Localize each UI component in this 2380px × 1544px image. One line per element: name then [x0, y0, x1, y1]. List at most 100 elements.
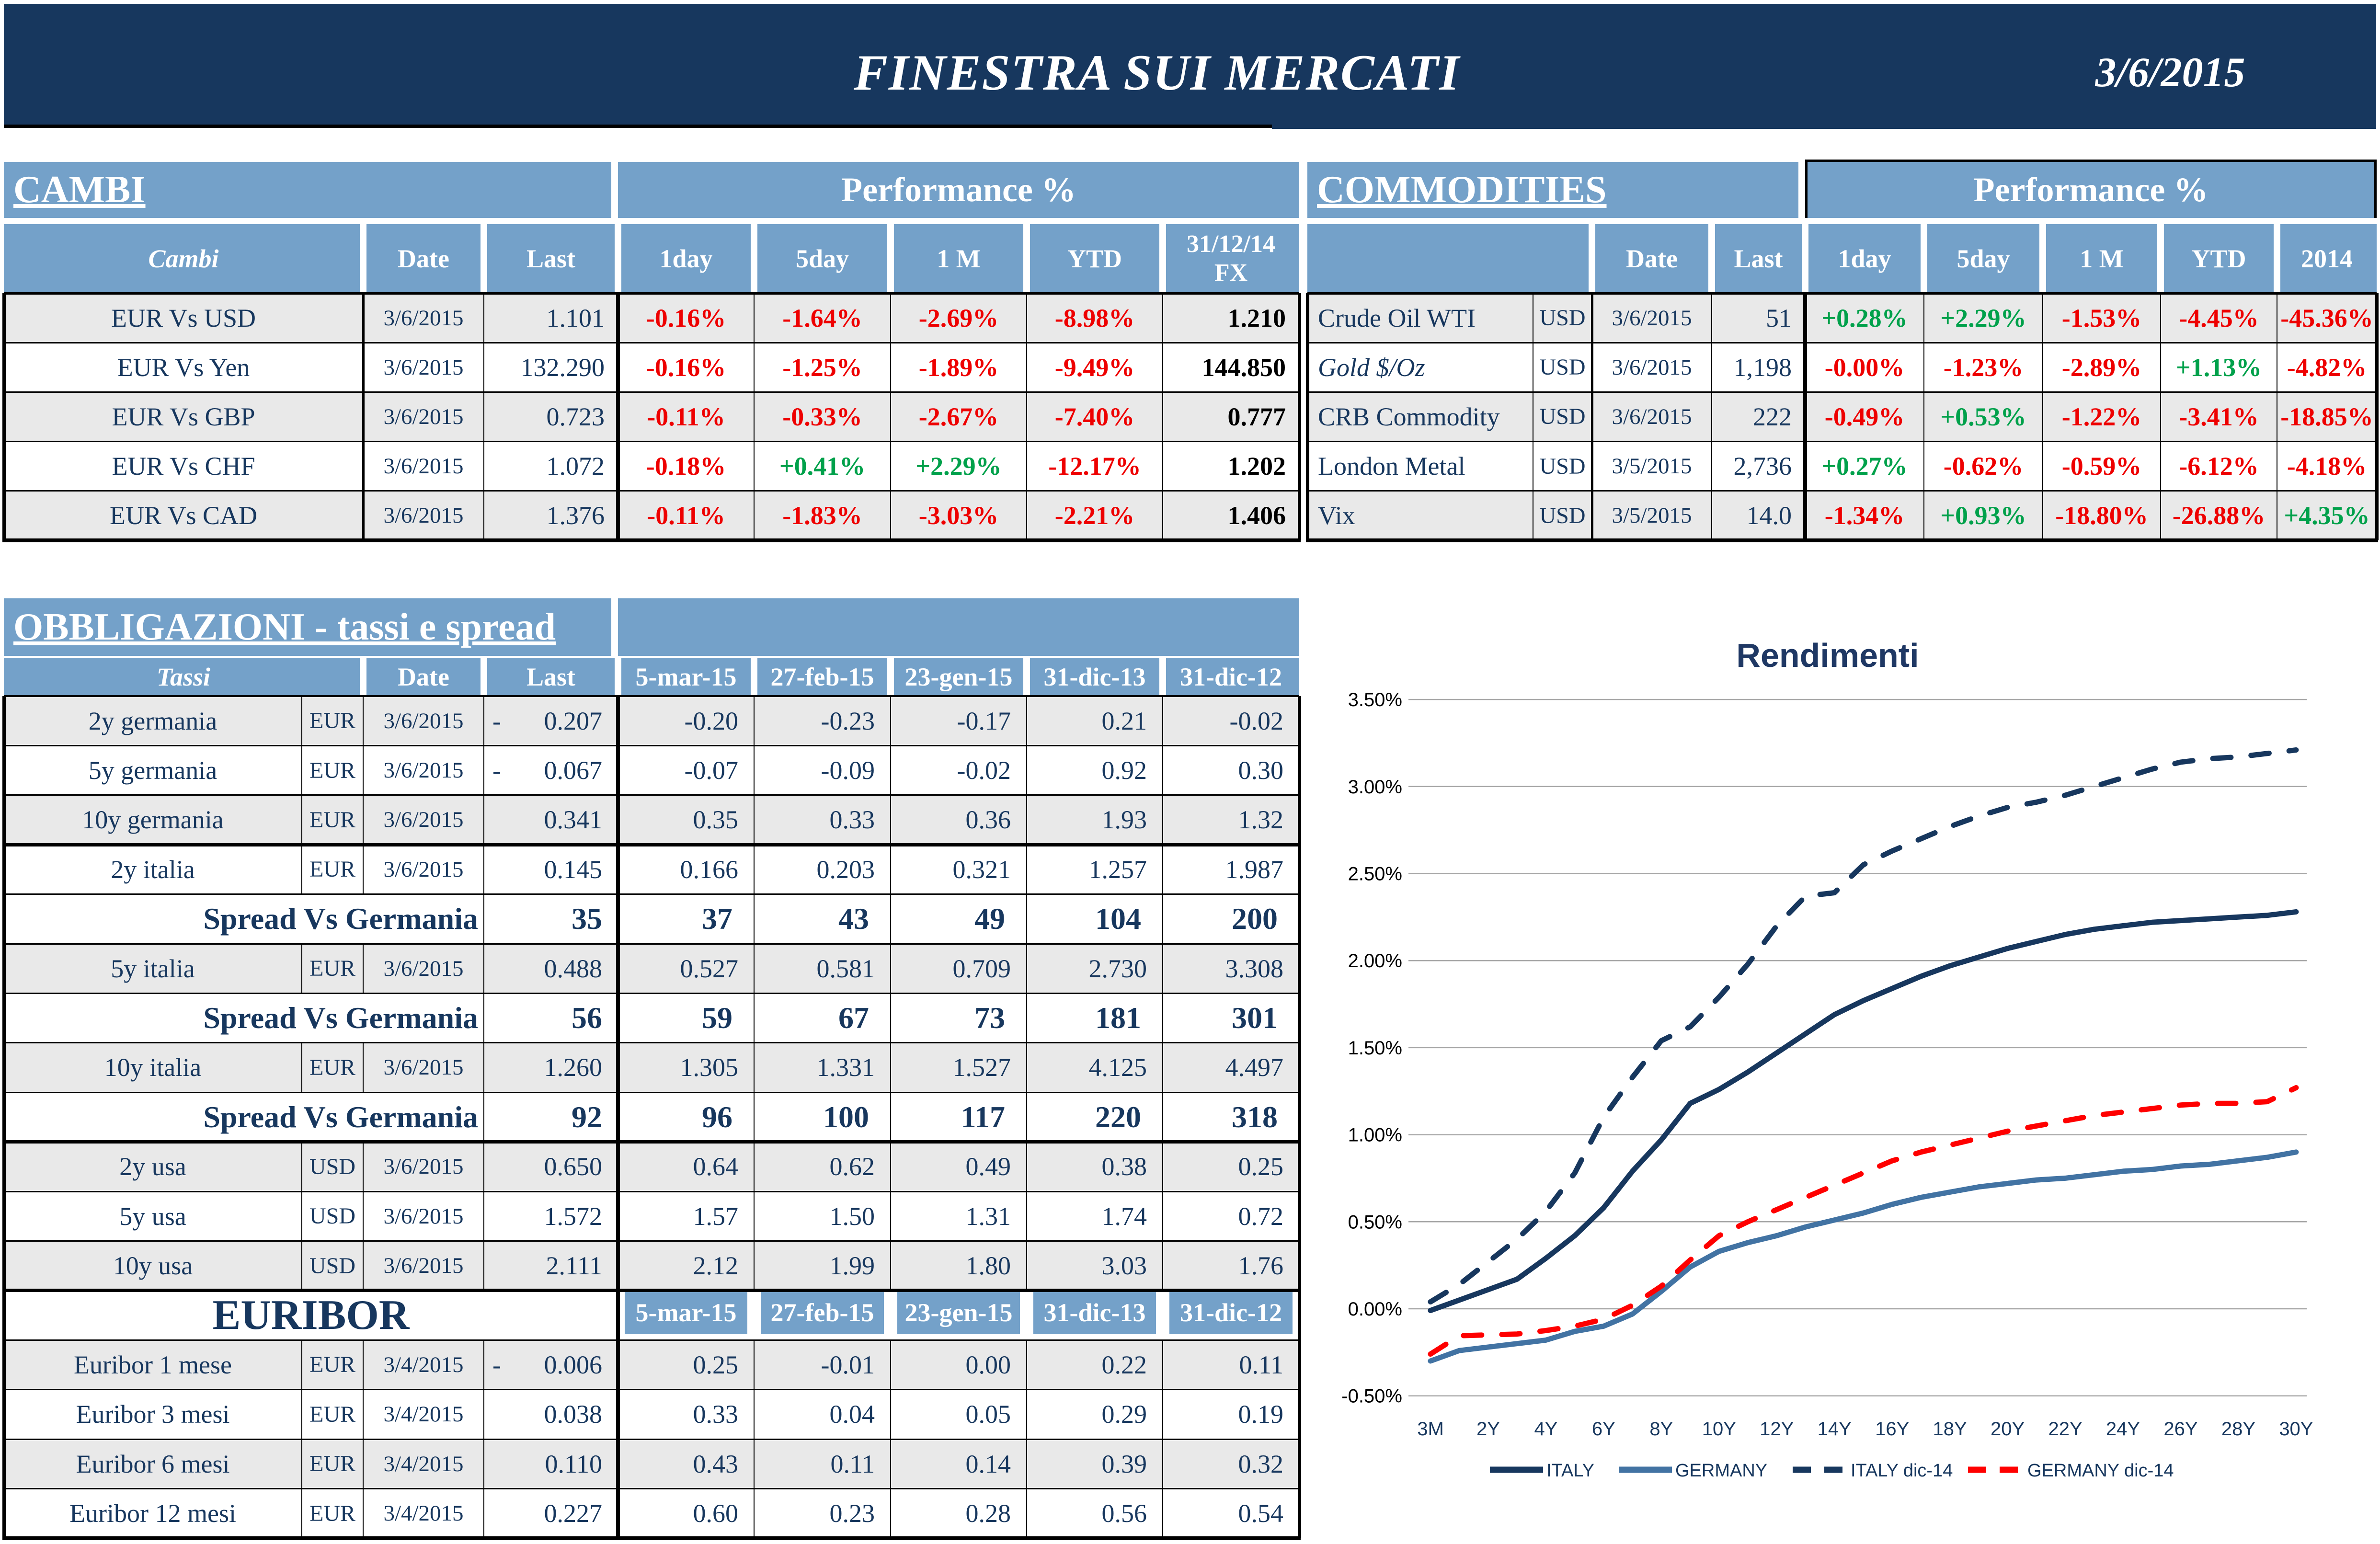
obbligazioni-row-value-text: -0.20 — [684, 706, 738, 735]
commodities-row-currency-text: USD — [1539, 404, 1586, 430]
commodities-row-name-text: Gold $/Oz — [1318, 353, 1425, 382]
obbligazioni-spread-value-text: 301 — [1232, 1001, 1278, 1035]
obbligazioni-row-value: 1.305 — [618, 1043, 739, 1092]
rule-vertical — [363, 1042, 364, 1093]
rule-vertical — [890, 293, 891, 540]
cambi-colhead-fx: 31/12/14 FX — [1163, 224, 1299, 293]
commodities-row-last: 222 — [1712, 392, 1792, 441]
table-row — [4, 392, 1299, 442]
obbligazioni-row-last-text: 0.006 — [544, 1350, 603, 1379]
rule-vertical — [363, 944, 364, 994]
rule-horizontal — [1307, 441, 2377, 443]
table-row — [4, 1092, 1299, 1142]
commodities-row-perf-text: -4.82% — [2287, 353, 2367, 382]
rule-vertical — [301, 1241, 302, 1291]
cambi-row-fx-text: 0.777 — [1227, 402, 1286, 431]
cambi-row-perf-text: -12.17% — [1048, 452, 1141, 481]
obbligazioni-row-value: 0.92 — [1027, 745, 1147, 795]
chart-x-tick-label: 12Y — [1760, 1418, 1794, 1440]
commodities-row-name-text: London Metal — [1318, 452, 1465, 481]
commodities-row-last: 51 — [1712, 293, 1792, 343]
rule-vertical — [1162, 1340, 1163, 1390]
obbligazioni-row-value-text: 0.22 — [1101, 1350, 1147, 1379]
obbligazioni-row-name-text: 5y usa — [119, 1201, 186, 1231]
chart-y-tick-label: 1.50% — [1348, 1038, 1402, 1059]
cambi-row-perf: -0.11% — [618, 392, 754, 441]
commodities-row-perf-text: -45.36% — [2280, 303, 2373, 332]
obbligazioni-row-value: 0.36 — [891, 795, 1011, 845]
legend-label-italy: ITALY — [1546, 1461, 1594, 1481]
obbligazioni-row-value: 0.49 — [891, 1142, 1011, 1191]
rule-vertical — [1162, 1042, 1163, 1093]
commodities-row-last: 14.0 — [1712, 491, 1792, 540]
cambi-row-perf-text: -2.69% — [918, 303, 999, 332]
obbligazioni-row-value: 1.31 — [891, 1191, 1011, 1241]
obbligazioni-row-value-text: 4.497 — [1225, 1053, 1284, 1082]
obbligazioni-row-value-text: -0.02 — [1229, 706, 1283, 735]
cambi-row-perf-text: -2.21% — [1054, 501, 1135, 530]
obbligazioni-colhead-bg — [487, 658, 615, 696]
obbligazioni-row-value: -0.09 — [754, 745, 875, 795]
chart-x-tick-label: 18Y — [1933, 1418, 1967, 1440]
rule-vertical — [1026, 1389, 1027, 1439]
obbligazioni-spread-value-text: 49 — [974, 902, 1005, 936]
chart-x-tick-label: 10Y — [1702, 1418, 1736, 1440]
cambi-row-date: 3/6/2015 — [363, 491, 484, 540]
rule-vertical — [1026, 1340, 1027, 1390]
obbligazioni-row-date-text: 3/4/2015 — [383, 1501, 464, 1526]
commodities-row-currency: USD — [1533, 392, 1592, 441]
obbligazioni-spread-label: Spread Vs Germania — [4, 894, 478, 944]
rule-vertical — [483, 1439, 484, 1489]
rule-vertical — [890, 845, 891, 894]
cambi-row-perf: -0.16% — [618, 343, 754, 392]
obbligazioni-row-currency-text: EUR — [309, 807, 355, 833]
obbligazioni-row-date-text: 3/6/2015 — [383, 708, 464, 733]
obbligazioni-euribor-datehead: 31-dic-13 — [1027, 1291, 1163, 1335]
cambi-row-last: 1.376 — [484, 491, 605, 540]
obbligazioni-row-value: 0.14 — [891, 1439, 1011, 1488]
cambi-row-perf-text: +2.29% — [915, 452, 1002, 481]
obbligazioni-row-value: 1.50 — [754, 1191, 875, 1241]
obbligazioni-row-date: 3/4/2015 — [363, 1390, 484, 1439]
rule-vertical — [483, 993, 484, 1043]
commodities-row-name: London Metal — [1318, 442, 1533, 491]
cambi-row-name: EUR Vs GBP — [4, 392, 363, 441]
rendimenti-chart: Rendimenti 3.50% 3.00% 2.50% 2.00% 1.50% 1.00%… — [1303, 584, 2380, 1544]
rule-vertical — [616, 696, 620, 1538]
cambi-row-last-text: 1.376 — [546, 501, 605, 530]
table-row — [4, 1340, 1299, 1390]
rule-vertical — [890, 745, 891, 795]
obbligazioni-row-currency-text: USD — [309, 1203, 356, 1229]
rule-vertical — [890, 1142, 891, 1191]
legend-label-germany: GERMANY — [1675, 1461, 1767, 1481]
header-date-wrap: 3/6/2015 — [2074, 4, 2266, 134]
commodities-row-currency-text: USD — [1539, 305, 1586, 331]
obbligazioni-colhead-bg — [4, 658, 360, 696]
obbligazioni-row-value: 0.709 — [891, 944, 1011, 993]
rule-vertical — [754, 1092, 755, 1142]
rule-vertical — [890, 993, 891, 1043]
cambi-colhead-2: Last — [484, 224, 618, 293]
obbligazioni-row-value: 0.00 — [891, 1340, 1011, 1389]
obbligazioni-spread-value-text: 59 — [702, 1001, 732, 1035]
cambi-colhead-bg — [1030, 224, 1159, 293]
obbligazioni-row-value: 0.72 — [1163, 1191, 1284, 1241]
cambi-row-date-text: 3/6/2015 — [383, 503, 464, 528]
obbligazioni-row-date: 3/6/2015 — [363, 1142, 484, 1191]
rule-vertical — [483, 894, 484, 944]
legend-label-italy-dic-14: ITALY dic-14 — [1851, 1461, 1953, 1481]
cambi-row-perf-text: -1.25% — [782, 353, 862, 382]
rule-horizontal — [1307, 391, 2377, 393]
commodities-row-perf-text: -1.53% — [2061, 303, 2142, 332]
rule-vertical — [1162, 1389, 1163, 1439]
cambi-row-perf: -8.98% — [1027, 293, 1163, 343]
rule-horizontal — [4, 744, 1299, 746]
obbligazioni-row-name: 5y germania — [4, 745, 302, 795]
rule-vertical — [483, 1241, 484, 1291]
obbligazioni-colhead-7: 31-dic-12 — [1163, 658, 1299, 696]
table-row — [4, 795, 1299, 845]
cambi-colhead-3: 1day — [618, 224, 754, 293]
obbligazioni-row-value-text: 0.35 — [693, 805, 739, 835]
obbligazioni-row-value: 0.166 — [618, 845, 739, 894]
rule-vertical — [1026, 845, 1027, 894]
